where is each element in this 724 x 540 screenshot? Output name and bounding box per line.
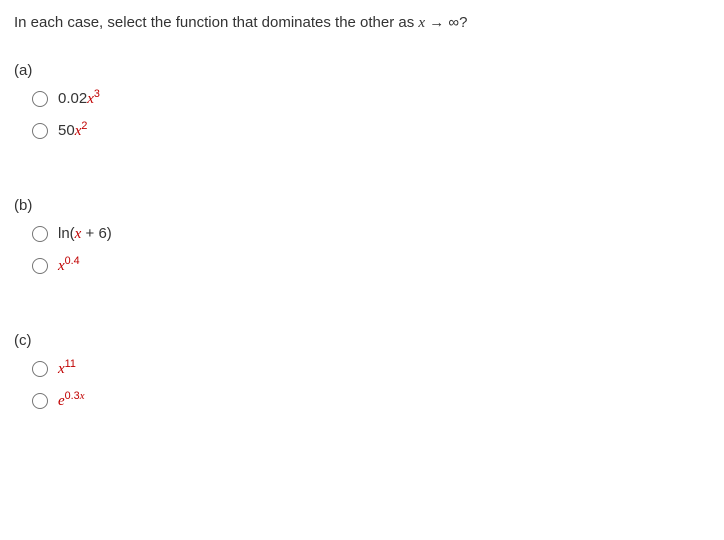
part-a-option-2-expr: 50x2	[58, 122, 87, 140]
part-c-option-1[interactable]: x11	[32, 355, 710, 383]
base: x	[58, 258, 65, 274]
coef: 0.02	[58, 90, 87, 107]
part-a-radio-2[interactable]	[32, 123, 48, 139]
part-b-option-2[interactable]: x0.4	[32, 252, 710, 280]
part-a-option-2[interactable]: 50x2	[32, 117, 710, 145]
ln-var: x	[75, 226, 82, 242]
part-a: (a) 0.02x3 50x2	[14, 62, 710, 145]
part-b-radio-2[interactable]	[32, 258, 48, 274]
exp: 11	[65, 358, 76, 370]
exp: 3	[94, 88, 100, 100]
question-prompt: In each case, select the function that d…	[14, 12, 710, 34]
prompt-var: x	[418, 15, 425, 31]
part-a-radio-1[interactable]	[32, 91, 48, 107]
prompt-text: In each case, select the function that d…	[14, 14, 418, 31]
exp: 0.4	[65, 255, 80, 267]
part-c-radio-2[interactable]	[32, 393, 48, 409]
part-b-label: (b)	[14, 197, 710, 214]
exp: 2	[81, 120, 87, 132]
part-c-option-1-expr: x11	[58, 360, 76, 378]
part-b: (b) ln(x + 6) x0.4	[14, 197, 710, 280]
base: e	[58, 393, 65, 409]
part-a-label: (a)	[14, 62, 710, 79]
part-a-option-1-expr: 0.02x3	[58, 90, 100, 108]
part-b-option-1-expr: ln(x + 6)	[58, 225, 112, 243]
part-b-radio-1[interactable]	[32, 226, 48, 242]
part-b-option-2-expr: x0.4	[58, 257, 80, 275]
part-a-option-1[interactable]: 0.02x3	[32, 85, 710, 113]
part-c-option-2[interactable]: e0.3x	[32, 387, 710, 415]
part-c-radio-1[interactable]	[32, 361, 48, 377]
base: x	[58, 361, 65, 377]
prompt-arrow: → ∞?	[429, 14, 467, 31]
part-c: (c) x11 e0.3x	[14, 332, 710, 415]
part-c-option-2-expr: e0.3x	[58, 392, 84, 410]
exp: 0.3x	[65, 390, 85, 402]
part-b-option-1[interactable]: ln(x + 6)	[32, 220, 710, 248]
part-c-label: (c)	[14, 332, 710, 349]
coef: 50	[58, 122, 75, 139]
base: x	[87, 91, 94, 107]
